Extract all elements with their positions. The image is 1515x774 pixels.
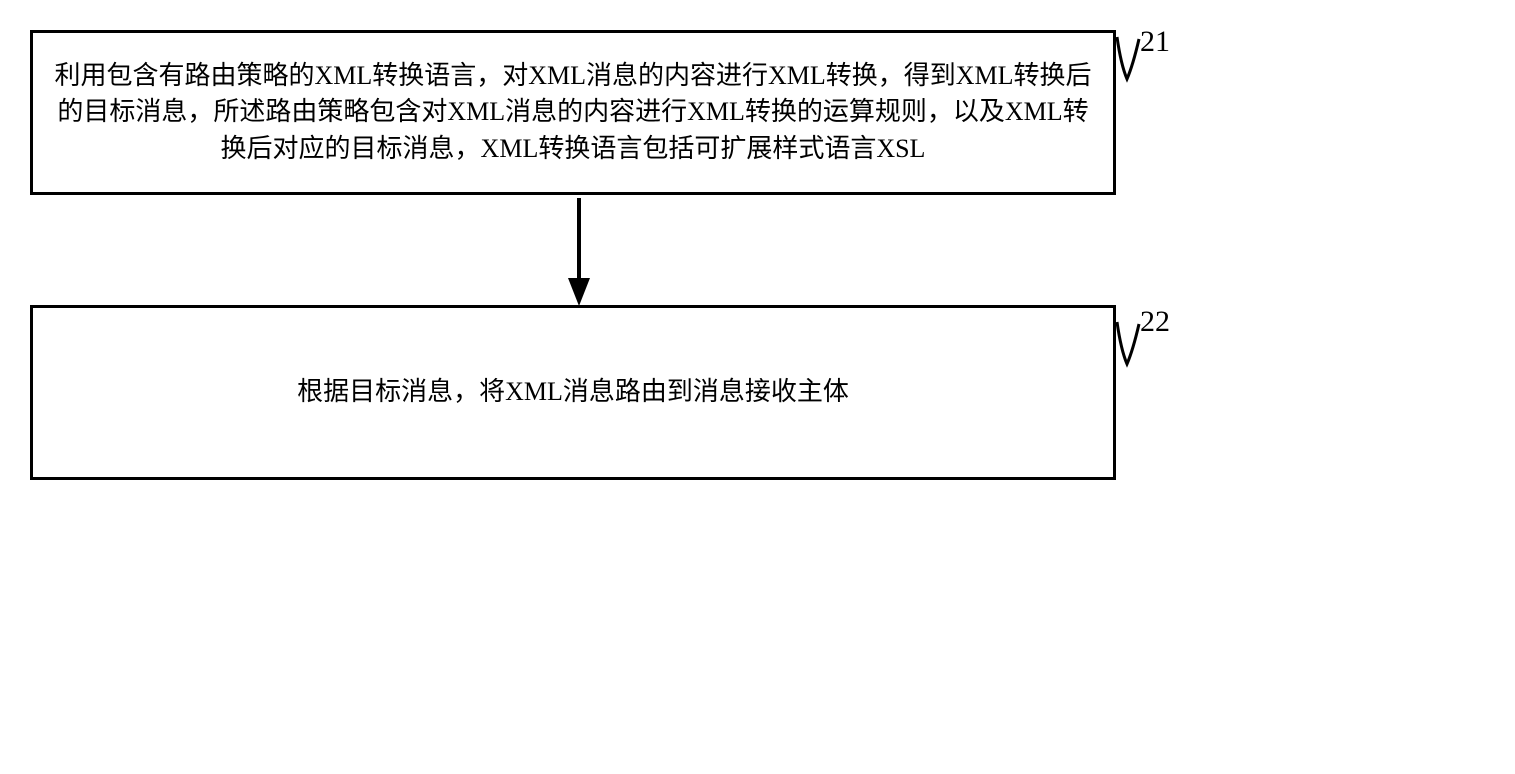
label-connector-2 — [1115, 320, 1141, 380]
node-label-2: 22 — [1140, 305, 1170, 339]
flowchart-node-step1: 利用包含有路由策略的XML转换语言，对XML消息的内容进行XML转换，得到XML… — [30, 30, 1116, 195]
node-label-1: 21 — [1140, 25, 1170, 59]
node-text: 根据目标消息，将XML消息路由到消息接收主体 — [297, 374, 849, 410]
label-connector-1 — [1115, 35, 1141, 95]
flowchart-diagram: 利用包含有路由策略的XML转换语言，对XML消息的内容进行XML转换，得到XML… — [30, 30, 1160, 480]
flowchart-arrow — [568, 198, 590, 308]
node-text: 利用包含有路由策略的XML转换语言，对XML消息的内容进行XML转换，得到XML… — [53, 58, 1093, 167]
arrow-line — [577, 198, 581, 283]
arrow-head — [568, 278, 590, 306]
flowchart-node-step2: 根据目标消息，将XML消息路由到消息接收主体 — [30, 305, 1116, 480]
